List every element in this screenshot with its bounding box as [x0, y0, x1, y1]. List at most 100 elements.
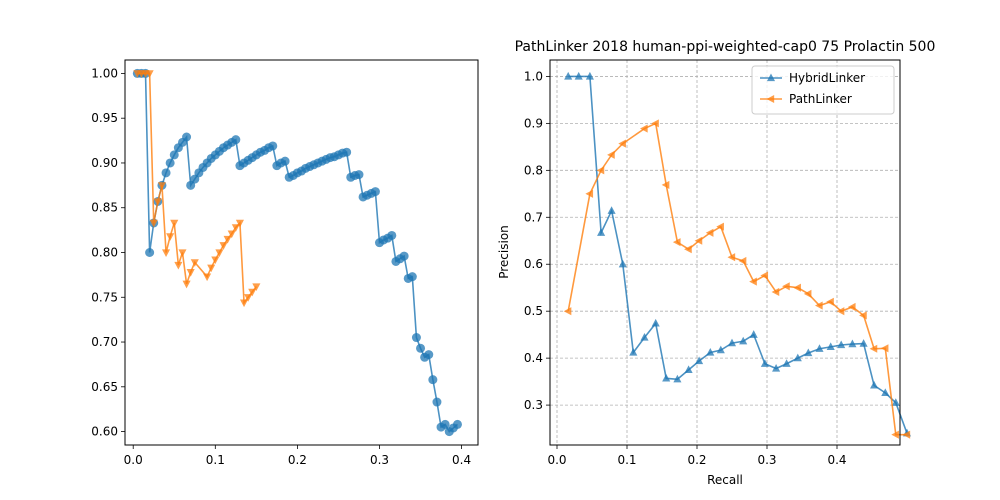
left-y-tick-label: 0.65	[91, 380, 118, 394]
right-point-hybridlinker	[881, 388, 890, 397]
right-point-pathlinker	[815, 301, 823, 310]
right-point-hybridlinker	[651, 318, 660, 327]
left-point-series-2	[153, 198, 162, 206]
left-point-series-2	[252, 283, 261, 292]
left-x-tick-label: 0.4	[452, 453, 471, 467]
right-point-hybridlinker	[597, 228, 606, 236]
right-point-hybridlinker	[870, 380, 879, 389]
left-point-series-1	[268, 141, 278, 151]
right-point-hybridlinker	[772, 363, 781, 372]
left-point-series-1	[387, 230, 397, 240]
left-point-series-2	[235, 219, 244, 228]
right-y-tick-label: 0.4	[524, 351, 543, 365]
left-point-series-2	[174, 261, 183, 270]
legend-label-hybridlinker: HybridLinker	[789, 71, 865, 85]
right-point-pathlinker	[607, 150, 615, 159]
left-y-tick-label: 0.95	[91, 111, 118, 125]
left-y-tick-label: 0.90	[91, 156, 118, 170]
right-x-tick-label: 0.3	[757, 453, 776, 467]
right-point-pathlinker	[694, 236, 703, 245]
left-point-series-2	[207, 264, 216, 273]
left-point-series-1	[428, 375, 438, 385]
right-point-hybridlinker	[673, 374, 682, 383]
right-x-ticks: 0.0 0.1 0.2 0.3 0.4	[547, 445, 847, 467]
legend-label-pathlinker: PathLinker	[789, 92, 852, 106]
right-point-hybridlinker	[848, 339, 857, 348]
left-point-series-1	[145, 248, 155, 257]
left-y-tick-label: 0.85	[91, 201, 118, 215]
right-y-tick-label: 0.7	[524, 210, 543, 224]
right-x-tick-label: 0.2	[687, 453, 706, 467]
left-point-series-2	[178, 249, 187, 257]
left-point-series-2	[215, 249, 224, 257]
right-point-hybridlinker	[684, 365, 693, 374]
left-point-series-1	[370, 187, 380, 197]
left-point-series-2	[190, 259, 199, 267]
right-point-hybridlinker	[826, 342, 835, 351]
left-x-tick-label: 0.0	[124, 453, 143, 467]
right-point-hybridlinker	[782, 359, 791, 367]
left-point-series-2	[170, 219, 179, 228]
left-point-series-1	[182, 132, 192, 142]
left-point-series-2	[223, 235, 232, 244]
right-point-pathlinker	[684, 245, 692, 254]
right-x-tick-label: 0.1	[617, 453, 636, 467]
left-point-series-2	[182, 280, 191, 289]
left-point-series-1	[161, 168, 171, 178]
right-point-pathlinker	[793, 283, 801, 292]
left-x-tick-label: 0.1	[206, 453, 225, 467]
right-point-hybridlinker	[760, 359, 769, 367]
right-point-pathlinker	[782, 282, 790, 291]
right-series-pathlinker	[563, 119, 911, 439]
left-point-series-2	[203, 273, 212, 282]
right-y-tick-label: 0.5	[524, 304, 543, 318]
left-point-series-2	[219, 242, 228, 250]
right-x-axis-label: Recall	[707, 473, 743, 487]
right-point-pathlinker	[716, 222, 724, 231]
left-point-series-2	[186, 269, 195, 277]
legend-marker-hybridlinker	[766, 73, 776, 82]
right-point-hybridlinker	[815, 344, 824, 352]
right-point-hybridlinker	[793, 353, 802, 362]
right-point-hybridlinker	[564, 71, 573, 80]
left-point-series-1	[411, 333, 421, 343]
right-point-pathlinker	[859, 311, 867, 320]
right-point-pathlinker	[749, 277, 757, 286]
left-point-series-1	[440, 419, 450, 429]
right-point-hybridlinker	[629, 348, 638, 356]
left-point-series-2	[244, 294, 253, 302]
left-y-tick-label: 0.60	[91, 425, 118, 439]
right-point-hybridlinker	[804, 348, 813, 357]
left-series-series-2	[133, 70, 261, 308]
right-y-tick-label: 0.3	[524, 398, 543, 412]
left-point-series-2	[166, 233, 175, 241]
right-point-hybridlinker	[837, 340, 846, 349]
right-point-pathlinker	[869, 344, 878, 353]
right-point-hybridlinker	[662, 373, 671, 382]
left-point-series-1	[416, 343, 426, 353]
left-x-tick-label: 0.3	[370, 453, 389, 467]
right-axes-frame	[549, 59, 901, 446]
left-point-series-2	[211, 256, 220, 265]
right-point-pathlinker	[585, 189, 594, 198]
left-point-series-1	[280, 156, 290, 166]
right-point-pathlinker	[618, 139, 626, 148]
right-point-pathlinker	[738, 256, 747, 266]
left-point-series-1	[354, 170, 364, 180]
right-point-hybridlinker	[749, 330, 758, 338]
right-point-pathlinker	[563, 307, 572, 316]
left-plot: 0.0 0.1 0.2 0.3 0.4 0.60 0.65 0.70 0.75 0.80 0.85…	[91, 59, 479, 467]
right-y-tick-label: 0.9	[524, 116, 543, 130]
right-point-pathlinker	[672, 238, 681, 247]
left-point-series-2	[149, 219, 158, 228]
right-point-pathlinker	[596, 166, 605, 175]
right-x-tick-label: 0.0	[547, 453, 566, 467]
right-title: PathLinker 2018 human-ppi-weighted-cap0 …	[515, 39, 936, 55]
left-point-series-2	[239, 299, 249, 308]
left-y-tick-label: 0.80	[91, 246, 118, 260]
legend-box	[751, 65, 895, 115]
right-point-pathlinker	[891, 430, 899, 439]
right-y-tick-label: 0.8	[524, 163, 543, 177]
left-series-layer	[132, 68, 462, 437]
